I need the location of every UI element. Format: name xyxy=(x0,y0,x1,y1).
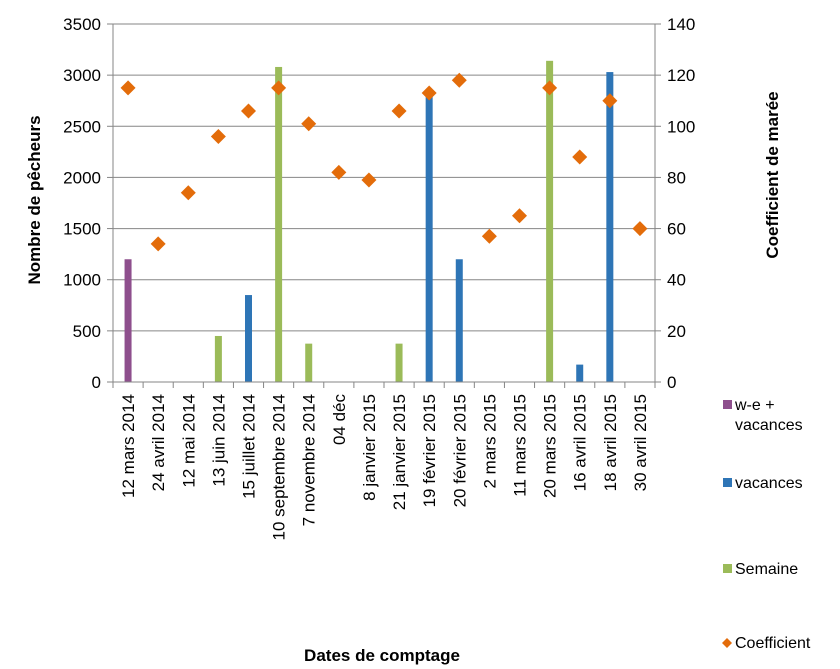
data-point xyxy=(180,185,196,201)
data-point xyxy=(632,221,648,237)
y-left-tick-label: 1000 xyxy=(63,271,101,290)
x-tick-label: 19 février 2015 xyxy=(420,394,439,507)
y-right-tick-label: 60 xyxy=(667,220,686,239)
legend-swatch xyxy=(723,564,732,573)
legend-label: Semaine xyxy=(735,561,798,578)
x-tick-label: 2 mars 2015 xyxy=(480,394,499,489)
y-right-tick-label: 0 xyxy=(667,373,676,392)
x-tick-label: 04 déc xyxy=(330,394,349,446)
y-left-tick-label: 2000 xyxy=(63,168,101,187)
legend: w-e + vacances vacances Semaine Coefficient xyxy=(722,397,811,652)
y-left-tick-label: 1500 xyxy=(63,220,101,239)
y-left-tick-label: 2500 xyxy=(63,117,101,136)
bar-series xyxy=(124,60,614,383)
bar xyxy=(606,72,614,383)
y-right-tick-label: 20 xyxy=(667,322,686,341)
bar xyxy=(124,259,132,382)
data-point xyxy=(120,80,136,96)
data-point xyxy=(572,149,588,165)
bar xyxy=(455,259,463,382)
y-axis-right-title: Coefficient de marée xyxy=(763,91,782,258)
x-tick-label: 10 septembre 2014 xyxy=(270,394,289,541)
coefficient-points xyxy=(120,72,648,252)
y-axis-left-title: Nombre de pêcheurs xyxy=(25,115,44,284)
grid-lines xyxy=(113,23,655,332)
bar xyxy=(546,60,554,383)
x-tick-label: 16 avril 2015 xyxy=(571,394,590,491)
x-tick-label: 30 avril 2015 xyxy=(631,394,650,491)
legend-label: vacances xyxy=(735,475,803,492)
x-tick-label: 24 avril 2014 xyxy=(149,394,168,491)
y-axis-right-ticks: 0 20 40 60 80 100 120 140 xyxy=(655,15,695,392)
y-axis-left-ticks: 0 500 1000 1500 2000 2500 3000 3500 xyxy=(63,15,113,392)
bar xyxy=(275,66,283,383)
data-point xyxy=(241,103,256,119)
y-right-tick-label: 80 xyxy=(667,168,686,187)
bar xyxy=(395,343,403,382)
x-tick-label: 12 mai 2014 xyxy=(179,394,198,488)
x-tick-label: 11 mars 2015 xyxy=(511,394,530,497)
data-point xyxy=(542,80,558,96)
bar xyxy=(425,90,433,382)
legend-swatch xyxy=(723,478,732,487)
data-point xyxy=(512,208,527,224)
x-tick-label: 15 juillet 2014 xyxy=(240,394,259,499)
x-tick-label: 13 juin 2014 xyxy=(209,394,228,487)
data-point xyxy=(391,103,407,119)
x-tick-label: 20 février 2015 xyxy=(450,394,469,507)
x-tick-label: 7 novembre 2014 xyxy=(300,394,319,526)
x-axis-tick-labels: 12 mars 2014 24 avril 2014 12 mai 2014 13 j… xyxy=(119,394,650,541)
data-point xyxy=(602,93,618,109)
y-left-tick-label: 500 xyxy=(73,322,101,341)
x-tick-label: 8 janvier 2015 xyxy=(360,394,379,501)
y-left-tick-label: 0 xyxy=(92,373,101,392)
legend-swatch xyxy=(723,400,732,409)
legend-marker xyxy=(722,638,732,648)
legend-label: Coefficient xyxy=(735,635,811,652)
data-point xyxy=(451,72,467,88)
bar xyxy=(245,295,252,382)
data-point xyxy=(210,129,226,145)
legend-label: w-e + vacances xyxy=(734,397,803,434)
data-point xyxy=(271,80,287,96)
data-point xyxy=(150,236,166,252)
y-right-tick-label: 140 xyxy=(667,15,695,34)
y-left-tick-label: 3000 xyxy=(63,66,101,85)
y-right-tick-label: 40 xyxy=(667,271,686,290)
data-point xyxy=(361,172,377,188)
axes xyxy=(107,24,661,388)
data-point xyxy=(331,164,347,180)
x-tick-label: 21 janvier 2015 xyxy=(390,394,409,510)
bar xyxy=(576,364,584,382)
y-right-tick-label: 100 xyxy=(667,117,695,136)
data-point xyxy=(421,85,437,101)
bar xyxy=(214,335,222,382)
y-right-tick-label: 120 xyxy=(667,66,695,85)
data-point xyxy=(481,228,497,244)
x-tick-label: 18 avril 2015 xyxy=(601,394,620,491)
x-axis-title: Dates de comptage xyxy=(304,646,460,665)
data-point xyxy=(301,116,317,132)
x-tick-label: 20 mars 2015 xyxy=(541,394,560,498)
x-tick-label: 12 mars 2014 xyxy=(119,394,138,498)
y-left-tick-label: 3500 xyxy=(63,15,101,34)
bar xyxy=(305,343,313,382)
